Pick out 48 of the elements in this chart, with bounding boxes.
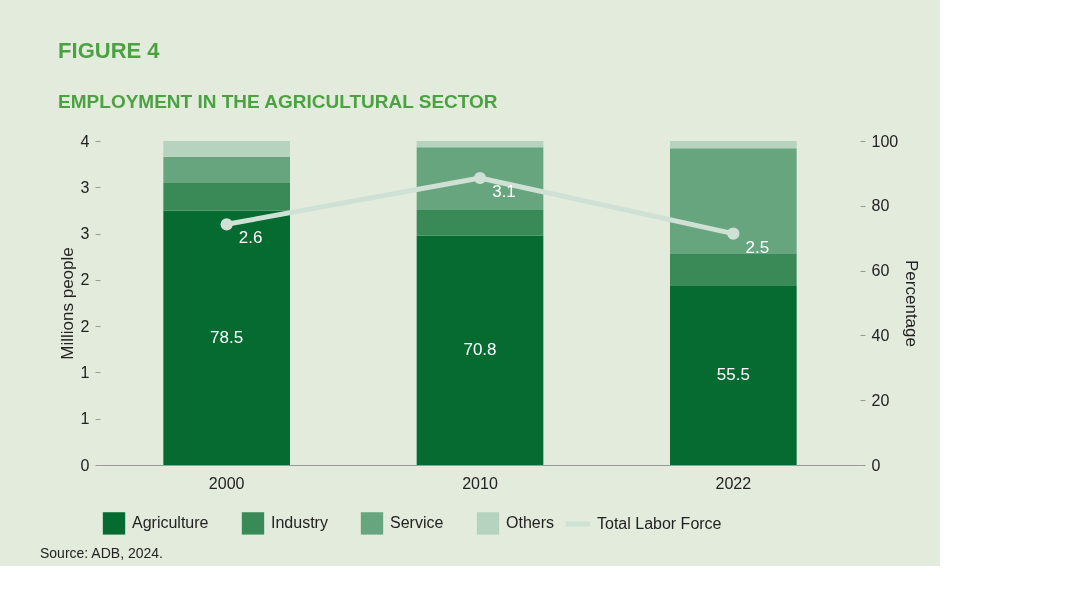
y2-tick-label: 60 bbox=[871, 262, 890, 280]
data-label: 2.6 bbox=[238, 228, 263, 248]
y2-tick-label: 40 bbox=[871, 326, 890, 344]
bar bbox=[416, 147, 544, 211]
legend-label: Industry bbox=[271, 514, 328, 532]
bar bbox=[670, 141, 797, 149]
x-tick-label: 2022 bbox=[715, 474, 752, 492]
x-tick-label: 2000 bbox=[208, 474, 245, 492]
bar bbox=[163, 156, 290, 184]
chart-title: FIGURE 4 bbox=[58, 38, 161, 63]
legend-label: Service bbox=[390, 514, 444, 532]
bar bbox=[163, 141, 290, 157]
data-label: 55.5 bbox=[716, 365, 750, 385]
legend-label: Agriculture bbox=[132, 514, 209, 532]
y-tick-label: 3 bbox=[80, 178, 90, 196]
bar bbox=[416, 210, 544, 236]
point bbox=[220, 218, 233, 231]
chart-subtitle: EMPLOYMENT IN THE AGRICULTURAL SECTOR bbox=[58, 91, 498, 112]
y-tick-label: 0 bbox=[80, 456, 90, 474]
x-tick-label: 2010 bbox=[462, 474, 498, 492]
y2-axis-title: Percentage bbox=[902, 260, 922, 347]
y-tick-label: 3 bbox=[80, 225, 90, 243]
y2-tick-label: 80 bbox=[871, 197, 890, 215]
legend-label: Total Labor Force bbox=[597, 515, 722, 532]
source-note: Source: ADB, 2024. bbox=[40, 545, 163, 561]
point bbox=[473, 171, 487, 185]
data-label: 3.1 bbox=[492, 182, 516, 202]
bar bbox=[163, 210, 290, 465]
point bbox=[727, 227, 740, 240]
y-tick-label: 4 bbox=[80, 132, 90, 150]
bar bbox=[670, 254, 797, 286]
y2-tick-label: 20 bbox=[871, 391, 890, 409]
data-label: 2.5 bbox=[745, 237, 770, 257]
y2-tick-label: 0 bbox=[871, 456, 881, 474]
bar bbox=[416, 141, 544, 148]
data-label: 70.8 bbox=[463, 340, 497, 360]
y-tick-label: 2 bbox=[80, 271, 90, 289]
bar bbox=[416, 235, 544, 465]
bar bbox=[670, 148, 797, 255]
y-tick-label: 1 bbox=[80, 363, 90, 381]
legend-label: Others bbox=[506, 514, 555, 532]
y-axis-title: Millions people bbox=[57, 247, 77, 360]
bar bbox=[163, 183, 290, 211]
bar bbox=[670, 285, 797, 465]
y2-tick-label: 100 bbox=[871, 132, 899, 150]
y-tick-label: 1 bbox=[80, 410, 90, 428]
y-tick-label: 2 bbox=[80, 317, 90, 335]
data-label: 78.5 bbox=[210, 327, 244, 347]
